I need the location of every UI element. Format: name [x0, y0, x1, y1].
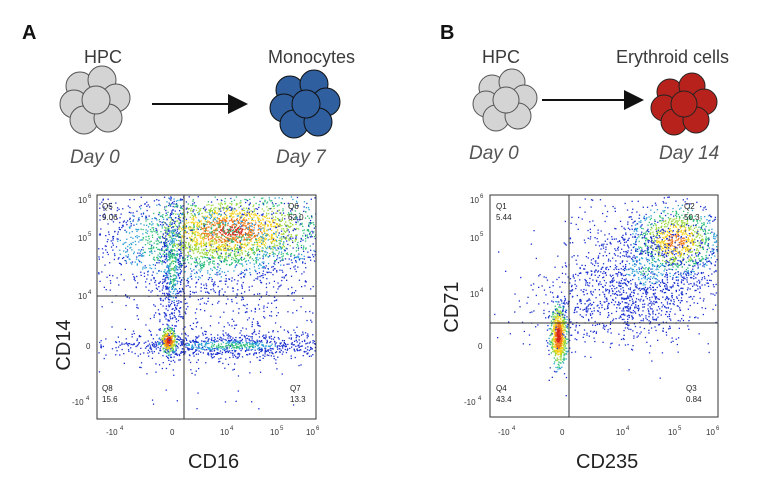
svg-text:10: 10 [306, 428, 315, 437]
panel-b-erythroid-cluster [650, 72, 718, 136]
panel-a-q8-name: Q8 [102, 384, 113, 393]
svg-text:6: 6 [316, 426, 320, 432]
panel-b-q3-value: 0.84 [686, 395, 702, 404]
panel-a-monocytes-label: Monocytes [268, 47, 356, 67]
svg-text:4: 4 [88, 290, 92, 296]
svg-text:0: 0 [170, 428, 175, 437]
panel-b-erythroid-label: Erythroid cells [616, 47, 730, 67]
panel-a-q5-value: 9.06 [102, 213, 118, 222]
panel-a-hpc-cluster [59, 65, 131, 135]
panel-b-density [494, 196, 719, 397]
svg-text:10: 10 [78, 196, 87, 205]
panel-b-day14-label: Day 14 [659, 143, 720, 164]
panel-a-q5-name: Q5 [102, 202, 113, 211]
panel-a-q6-value: 62.0 [288, 213, 304, 222]
svg-text:6: 6 [88, 194, 92, 200]
svg-text:-10: -10 [106, 428, 118, 437]
panel-b-q1-value: 5.44 [496, 213, 512, 222]
svg-text:10: 10 [220, 428, 229, 437]
panel-b-ylabel: CD71 [441, 281, 463, 332]
panel-a-ylabel: CD14 [53, 319, 75, 370]
svg-text:4: 4 [86, 396, 90, 402]
svg-text:-10: -10 [72, 398, 84, 407]
panel-b-day0-label: Day 0 [469, 143, 519, 164]
panel-a-flow-plot: 10 6 10 5 10 4 0 -10 4 -10 4 0 10 4 10 5 10 6 Q5… [53, 194, 320, 473]
panel-b-letter: B [440, 22, 455, 44]
svg-text:10: 10 [270, 428, 279, 437]
panel-a-q6-name: Q6 [288, 202, 299, 211]
panel-a-plot-frame [96, 194, 317, 420]
panel-a-q7-name: Q7 [290, 384, 301, 393]
panel-a-q8-value: 15.6 [102, 395, 118, 404]
panel-b-xlabel: CD235 [576, 451, 638, 473]
panel-a-day7-label: Day 7 [276, 147, 326, 168]
panel-b-q4-value: 43.4 [496, 395, 512, 404]
svg-text:4: 4 [230, 426, 234, 432]
panel-b-flow-plot: 10 6 10 5 10 4 0 -10 4 -10 4 0 10 4 10 5 10 6 Q1… [441, 194, 720, 473]
svg-text:4: 4 [120, 426, 124, 432]
panel-a-density [98, 196, 317, 410]
panel-a-letter: A [22, 22, 37, 44]
panel-a-monocyte-cluster [269, 69, 341, 139]
panel-b-hpc-label: HPC [482, 47, 521, 67]
panel-b-q2-value: 50.3 [684, 213, 700, 222]
panel-a-xlabel: CD16 [188, 451, 239, 473]
panel-a-day0-label: Day 0 [70, 147, 120, 168]
svg-text:0: 0 [86, 342, 91, 351]
panel-b-q1-name: Q1 [496, 202, 507, 211]
panel-a-hpc-label: HPC [84, 47, 123, 67]
panel-b-q4-name: Q4 [496, 384, 507, 393]
svg-text:5: 5 [280, 426, 284, 432]
panel-a-q7-value: 13.3 [290, 395, 306, 404]
panel-b-q2-name: Q2 [684, 202, 695, 211]
svg-text:10: 10 [78, 292, 87, 301]
panel-b-plot-frame [489, 194, 719, 418]
panel-b-q3-name: Q3 [686, 384, 697, 393]
panel-b-hpc-cluster [472, 68, 538, 132]
svg-text:5: 5 [88, 232, 92, 238]
svg-text:10: 10 [78, 234, 87, 243]
